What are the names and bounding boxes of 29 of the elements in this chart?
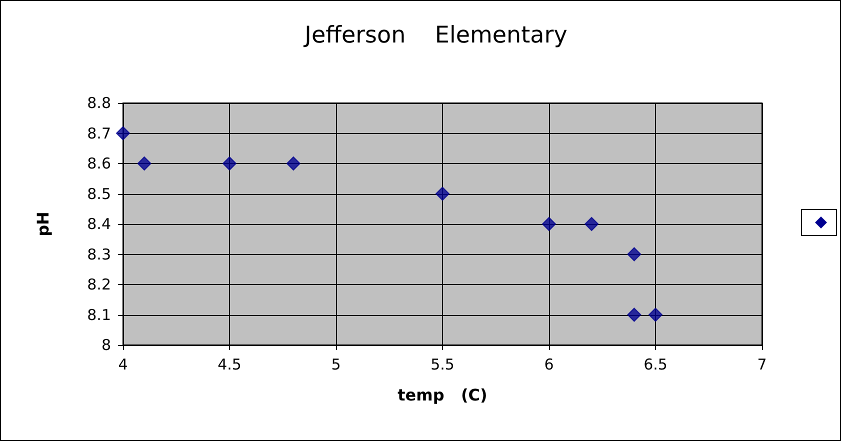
point	[436, 186, 450, 201]
y-tick-label: 8.6	[87, 154, 111, 172]
point	[627, 308, 642, 322]
y-tick-label: 8.4	[87, 215, 111, 233]
x-tick-label: 6.5	[644, 356, 668, 374]
point	[627, 247, 642, 262]
point	[116, 126, 130, 140]
y-tick-label: 8.8	[87, 94, 111, 112]
x-tick-label: 5.5	[430, 356, 454, 374]
point	[648, 308, 662, 322]
point	[542, 217, 556, 231]
y-axis-title: pH	[34, 212, 52, 236]
y-tick-label: 8	[101, 336, 111, 354]
y-tick-label: 8.1	[87, 306, 111, 324]
point	[222, 156, 236, 170]
x-tick-label: 6	[544, 356, 554, 374]
y-tick-label: 8.5	[87, 184, 111, 203]
x-tick-label: 4	[118, 356, 128, 374]
point	[584, 217, 599, 231]
point	[137, 156, 152, 170]
point	[286, 156, 300, 170]
x-tick-label: 4.5	[218, 356, 242, 374]
x-tick-label: 7	[757, 356, 767, 374]
x-tick-label: 5	[331, 356, 341, 374]
y-tick-label: 8.7	[87, 124, 111, 142]
x-axis-title: temp (C)	[398, 386, 488, 404]
chart-title: Jefferson Elementary	[302, 22, 568, 48]
y-tick-label: 8.2	[87, 276, 111, 294]
y-tick-label: 8.3	[87, 245, 111, 264]
